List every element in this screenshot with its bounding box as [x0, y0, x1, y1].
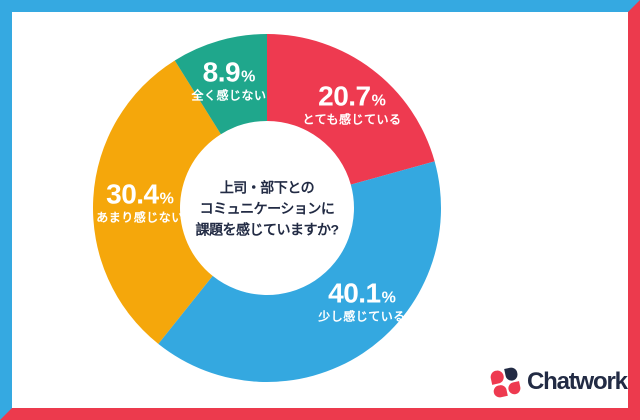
donut-segment-3	[174, 34, 267, 135]
segment-percent-value: 30.4	[106, 178, 159, 210]
logo-petal-bottom-left	[492, 383, 508, 399]
center-question-line-3: 課題を感じていますか?	[195, 221, 339, 238]
donut-segment-0	[267, 33, 435, 185]
segment-answer-label: とても感じている	[302, 112, 402, 127]
segment-answer-label: 少し感じている	[318, 309, 406, 324]
segment-label-1: 40.1% 少し感じている	[318, 277, 406, 324]
segment-percent-sign: %	[159, 190, 174, 208]
segment-percent-value: 40.1	[328, 277, 381, 309]
segment-percent-value: 8.9	[202, 56, 241, 88]
logo-petal-bottom-right	[506, 380, 522, 395]
segment-label-2: 30.4% あまり感じない	[96, 178, 184, 225]
chatwork-flower-icon	[489, 365, 522, 399]
segment-percent-sign: %	[381, 289, 396, 307]
segment-label-3: 8.9% 全く感じない	[191, 56, 267, 103]
segment-percent-value: 20.7	[318, 80, 371, 112]
chatwork-logo: Chatwork	[489, 365, 628, 399]
segment-label-0: 20.7% とても感じている	[302, 80, 402, 127]
segment-answer-label: 全く感じない	[191, 88, 267, 103]
donut-segment-2	[92, 60, 221, 344]
segment-answer-label: あまり感じない	[96, 210, 184, 225]
logo-petal-top-right	[503, 365, 519, 381]
segment-percent-sign: %	[371, 92, 386, 110]
center-question-line-1: 上司・部下との	[219, 179, 315, 196]
chart-center-question: 上司・部下との コミュニケーションに 課題を感じていますか?	[195, 178, 339, 241]
logo-petal-top-left	[489, 369, 505, 384]
donut-segment-1	[158, 161, 442, 383]
chatwork-wordmark: Chatwork	[527, 368, 628, 395]
center-question-line-2: コミュニケーションに	[199, 200, 335, 217]
segment-percent-sign: %	[241, 68, 256, 86]
